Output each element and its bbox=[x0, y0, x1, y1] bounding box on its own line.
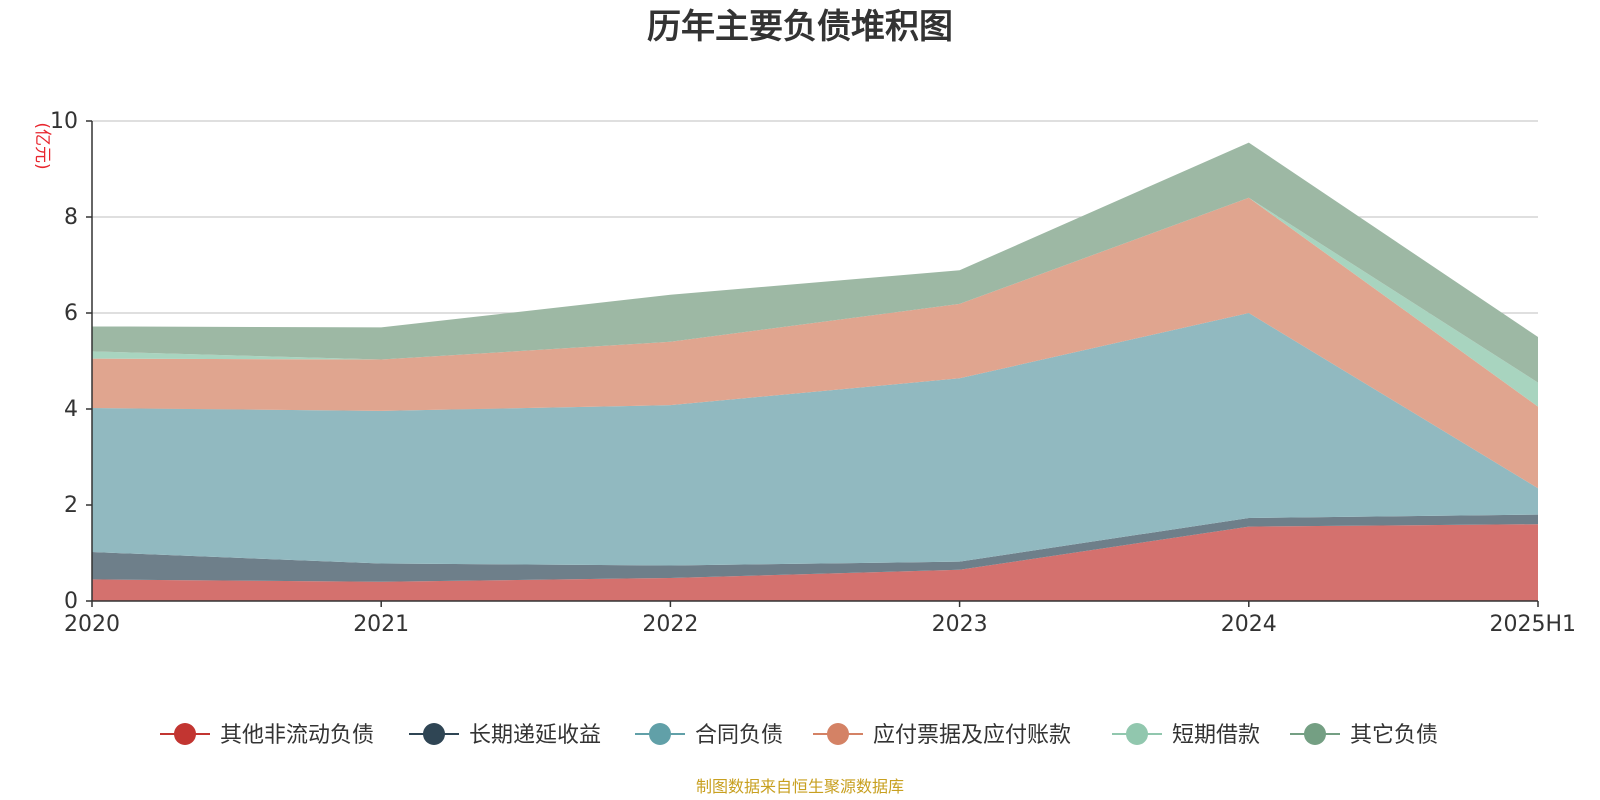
legend-marker-4 bbox=[1126, 723, 1148, 745]
legend-label-5: 其它负债 bbox=[1350, 723, 1438, 748]
x-tick-label-2: 2022 bbox=[642, 612, 698, 637]
axes: 0 2 4 6 8 10 2020 2021 2022 2023 2024 2025H1 bbox=[50, 109, 1576, 637]
y-tick-label-5: 10 bbox=[50, 109, 78, 134]
chart-title: 历年主要负债堆积图 bbox=[647, 7, 953, 47]
y-axis-unit-label: (亿元) bbox=[32, 122, 52, 169]
legend-label-2: 合同负债 bbox=[695, 723, 783, 748]
area-series-3 bbox=[92, 197, 1538, 489]
y-tick-label-4: 8 bbox=[64, 205, 78, 230]
source-note: 制图数据来自恒生聚源数据库 bbox=[696, 777, 904, 796]
x-tick-label-3: 2023 bbox=[932, 612, 988, 637]
x-tick-label-1: 2021 bbox=[353, 612, 409, 637]
legend-marker-0 bbox=[174, 723, 196, 745]
stacked-areas bbox=[91, 142, 1539, 601]
legend-item-4[interactable]: 短期借款 bbox=[1112, 723, 1260, 748]
x-tick-label-0: 2020 bbox=[64, 612, 120, 637]
area-series-5 bbox=[92, 142, 1538, 383]
legend-marker-5 bbox=[1304, 723, 1326, 745]
legend-label-4: 短期借款 bbox=[1172, 723, 1260, 748]
legend-label-1: 长期递延收益 bbox=[469, 723, 601, 748]
legend-item-0[interactable]: 其他非流动负债 bbox=[160, 723, 374, 748]
legend-item-3[interactable]: 应付票据及应付账款 bbox=[813, 723, 1071, 748]
area-series-1 bbox=[92, 514, 1538, 582]
area-series-0 bbox=[92, 524, 1538, 601]
legend-item-1[interactable]: 长期递延收益 bbox=[409, 723, 601, 748]
y-tick-label-1: 2 bbox=[64, 493, 78, 518]
area-series-2 bbox=[92, 313, 1538, 566]
legend-marker-3 bbox=[827, 723, 849, 745]
x-tick-label-4: 2024 bbox=[1221, 612, 1277, 637]
y-tick-label-3: 6 bbox=[64, 301, 78, 326]
legend-label-0: 其他非流动负债 bbox=[220, 723, 374, 748]
legend-marker-1 bbox=[423, 723, 445, 745]
x-tick-label-5: 2025H1 bbox=[1489, 612, 1576, 637]
legend[interactable]: 其他非流动负债 长期递延收益 合同负债 应付票据及应付账款 短期借款 其它负债 bbox=[160, 723, 1438, 748]
legend-item-5[interactable]: 其它负债 bbox=[1290, 723, 1438, 748]
legend-marker-2 bbox=[649, 723, 671, 745]
y-tick-label-2: 4 bbox=[64, 397, 78, 422]
legend-item-2[interactable]: 合同负债 bbox=[635, 723, 783, 748]
y-tick-label-0: 0 bbox=[64, 589, 78, 614]
legend-label-3: 应付票据及应付账款 bbox=[873, 723, 1071, 748]
